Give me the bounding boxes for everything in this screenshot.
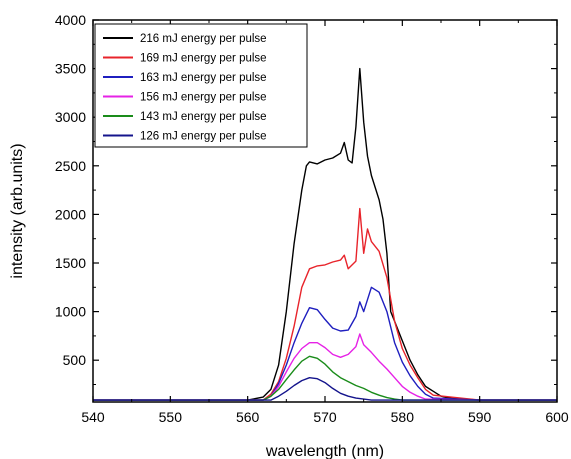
series-line-3 <box>93 333 557 401</box>
x-tick-label-1: 550 <box>159 409 183 425</box>
legend-label-0: 216 mJ energy per pulse <box>140 33 267 45</box>
series-line-2 <box>93 286 557 401</box>
legend-label-5: 126 mJ energy per pulse <box>140 131 267 143</box>
legend-box <box>94 23 308 148</box>
series-line-1 <box>93 207 557 401</box>
y-tick-label-7: 4000 <box>55 12 86 28</box>
x-tick-label-6: 600 <box>545 409 569 425</box>
x-axis-title: wavelength (nm) <box>265 443 384 459</box>
series-line-4 <box>93 355 557 401</box>
legend-label-4: 143 mJ energy per pulse <box>140 111 267 123</box>
legend: 216 mJ energy per pulse 169 mJ energy per… <box>94 23 308 148</box>
x-tick-label-2: 560 <box>236 409 260 425</box>
series-line-5 <box>93 377 557 401</box>
y-tick-label-5: 3000 <box>55 109 86 125</box>
y-axis-title: intensity (arb.units) <box>9 143 26 278</box>
y-tick-label-0: 500 <box>63 352 87 368</box>
x-tick-label-5: 590 <box>468 409 492 425</box>
y-tick-label-6: 3500 <box>55 61 86 77</box>
legend-label-1: 169 mJ energy per pulse <box>140 53 267 65</box>
y-tick-label-4: 2500 <box>55 158 86 174</box>
axes-layer: 540 550 560 570 580 590 600 500 1000 1500 2000 2500… <box>55 12 569 425</box>
legend-label-3: 156 mJ energy per pulse <box>140 92 267 104</box>
x-tick-label-4: 580 <box>391 409 415 425</box>
y-tick-label-2: 1500 <box>55 255 86 271</box>
y-tick-label-3: 2000 <box>55 206 86 222</box>
x-tick-label-3: 570 <box>313 409 337 425</box>
y-tick-label-1: 1000 <box>55 304 86 320</box>
series-line-0 <box>93 67 557 401</box>
legend-label-2: 163 mJ energy per pulse <box>140 72 267 84</box>
x-tick-label-0: 540 <box>81 409 105 425</box>
series-layer <box>93 67 557 401</box>
